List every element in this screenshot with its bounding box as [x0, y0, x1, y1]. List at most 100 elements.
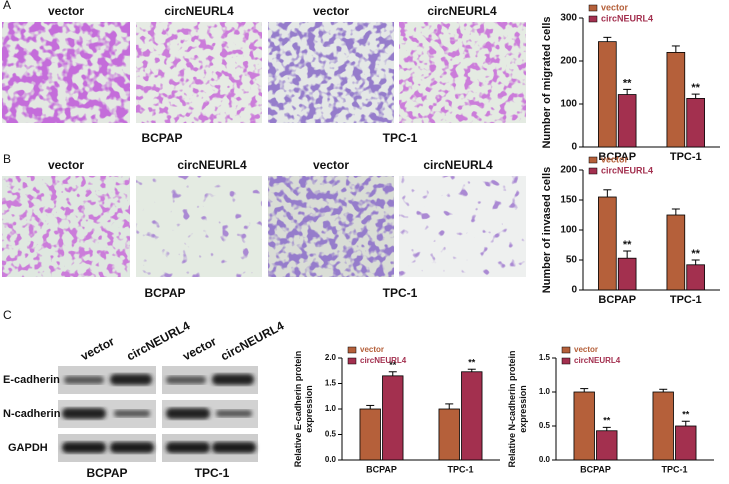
significance: **	[623, 239, 632, 251]
bar	[617, 94, 637, 148]
x-tick-label: BCPAP	[598, 294, 636, 306]
bar	[573, 391, 595, 461]
significance: **	[623, 77, 632, 89]
bar	[666, 52, 686, 148]
group-label: BCPAP	[144, 286, 185, 300]
legend-label: circNEURL4	[360, 356, 407, 365]
legend-label: vector	[601, 2, 629, 12]
y-tick-label: 200	[560, 165, 577, 176]
y-axis-label: Relative N-cadherin protein	[507, 350, 517, 467]
legend-label: circNEURL4	[574, 356, 621, 365]
legend-label: circNEURL4	[601, 13, 653, 23]
group-label: BCPAP	[86, 466, 127, 480]
legend-swatch	[588, 15, 598, 23]
micrograph-cells	[136, 22, 262, 123]
x-tick-label: TPC-1	[447, 464, 473, 474]
x-tick-label: BCPAP	[580, 464, 611, 474]
y-axis-label: expression	[518, 385, 528, 433]
legend-swatch	[347, 346, 357, 354]
lane-label: vector	[180, 334, 219, 363]
legend-label: vector	[360, 345, 384, 354]
bar	[359, 408, 381, 461]
image-label: vector	[313, 4, 349, 18]
y-tick-label: 1.0	[539, 387, 551, 396]
lane-label: circNEURL4	[218, 318, 286, 363]
bar	[686, 264, 705, 291]
legend-label: vector	[601, 154, 629, 164]
y-tick-label: 2.0	[325, 353, 337, 362]
blot-band	[166, 376, 206, 384]
significance: **	[468, 358, 476, 368]
bar	[652, 391, 674, 461]
y-tick-label: 0.5	[325, 430, 337, 439]
bar	[598, 41, 617, 148]
micrograph-cells	[268, 22, 394, 123]
image-label: vector	[48, 158, 84, 172]
bar	[438, 408, 460, 461]
image-label: circNEURL4	[423, 158, 493, 172]
significance: **	[603, 416, 611, 426]
blot-band	[166, 408, 210, 419]
y-tick-label: 150	[560, 195, 577, 206]
blot-band	[212, 374, 254, 385]
image-label: vector	[48, 4, 84, 18]
legend-label: vector	[574, 345, 598, 354]
significance: **	[682, 410, 690, 420]
legend-swatch	[588, 156, 598, 164]
bar	[596, 430, 618, 461]
image-label: vector	[313, 158, 349, 172]
blot-band	[216, 410, 252, 417]
bar	[382, 375, 404, 461]
y-tick-label: 0.0	[539, 455, 551, 464]
significance: **	[389, 360, 397, 370]
blot-band	[114, 410, 150, 417]
lane-label: vector	[78, 334, 117, 363]
blot-band	[212, 442, 256, 453]
y-tick-label: 0.5	[539, 421, 551, 430]
bar	[675, 425, 697, 461]
micrographs-a	[2, 22, 526, 123]
bar	[686, 98, 705, 148]
y-tick-label: 0	[571, 142, 577, 153]
group-label: TPC-1	[383, 286, 418, 300]
group-label: BCPAP	[141, 131, 182, 145]
micrograph-cells	[399, 22, 526, 123]
row-label: GAPDH	[8, 442, 48, 454]
micrograph-cells	[268, 176, 394, 277]
legend-swatch	[347, 357, 357, 365]
legend-label: circNEURL4	[601, 165, 653, 175]
blot-band	[62, 408, 106, 419]
panel-label: A	[3, 0, 11, 12]
x-tick-label: TPC-1	[661, 464, 687, 474]
bar	[461, 371, 483, 461]
image-label: circNEURL4	[427, 4, 497, 18]
y-axis-label: expression	[304, 385, 314, 433]
micrographs-b	[2, 176, 526, 277]
y-axis-label: Number of migrated cells	[541, 16, 553, 148]
y-tick-label: 0.0	[325, 455, 337, 464]
panel-label: C	[3, 308, 12, 322]
bar	[666, 214, 686, 291]
legend-swatch	[588, 4, 598, 12]
y-tick-label: 100	[560, 99, 577, 110]
legend-swatch	[561, 357, 571, 365]
micrograph-cells	[399, 176, 526, 277]
x-tick-label: TPC-1	[670, 294, 702, 306]
blot-band	[166, 442, 210, 453]
x-tick-label: TPC-1	[670, 151, 702, 163]
y-axis-label: Number of invased cells	[541, 167, 553, 294]
y-tick-label: 50	[566, 255, 578, 266]
row-label: E-cadherin	[3, 374, 60, 386]
y-tick-label: 200	[560, 56, 577, 67]
y-tick-label: 1.5	[539, 353, 551, 362]
group-label: TPC-1	[195, 466, 230, 480]
group-label: TPC-1	[383, 131, 418, 145]
y-axis-label: Relative E-cadherin protein	[293, 351, 303, 468]
y-tick-label: 1.0	[325, 404, 337, 413]
y-tick-label: 1.5	[325, 379, 337, 388]
legend-swatch	[561, 346, 571, 354]
image-label: circNEURL4	[177, 158, 247, 172]
micrograph-cells	[136, 176, 262, 277]
legend-swatch	[588, 167, 598, 175]
